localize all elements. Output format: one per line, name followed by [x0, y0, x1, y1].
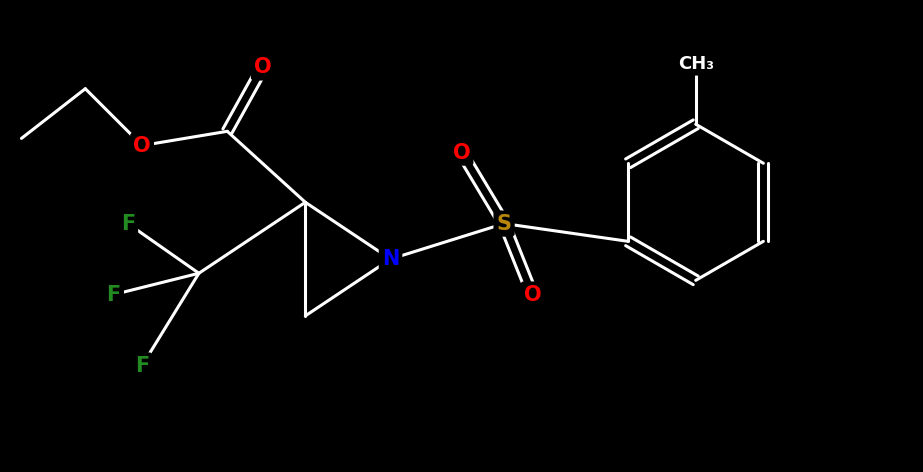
Text: O: O	[133, 135, 151, 155]
Text: N: N	[382, 249, 400, 269]
Text: F: F	[135, 355, 150, 376]
Text: O: O	[254, 58, 271, 77]
Text: O: O	[452, 143, 471, 162]
Text: S: S	[497, 213, 511, 234]
Text: O: O	[523, 285, 541, 304]
Text: F: F	[121, 213, 135, 234]
Text: F: F	[106, 285, 121, 304]
Text: CH₃: CH₃	[677, 55, 713, 73]
